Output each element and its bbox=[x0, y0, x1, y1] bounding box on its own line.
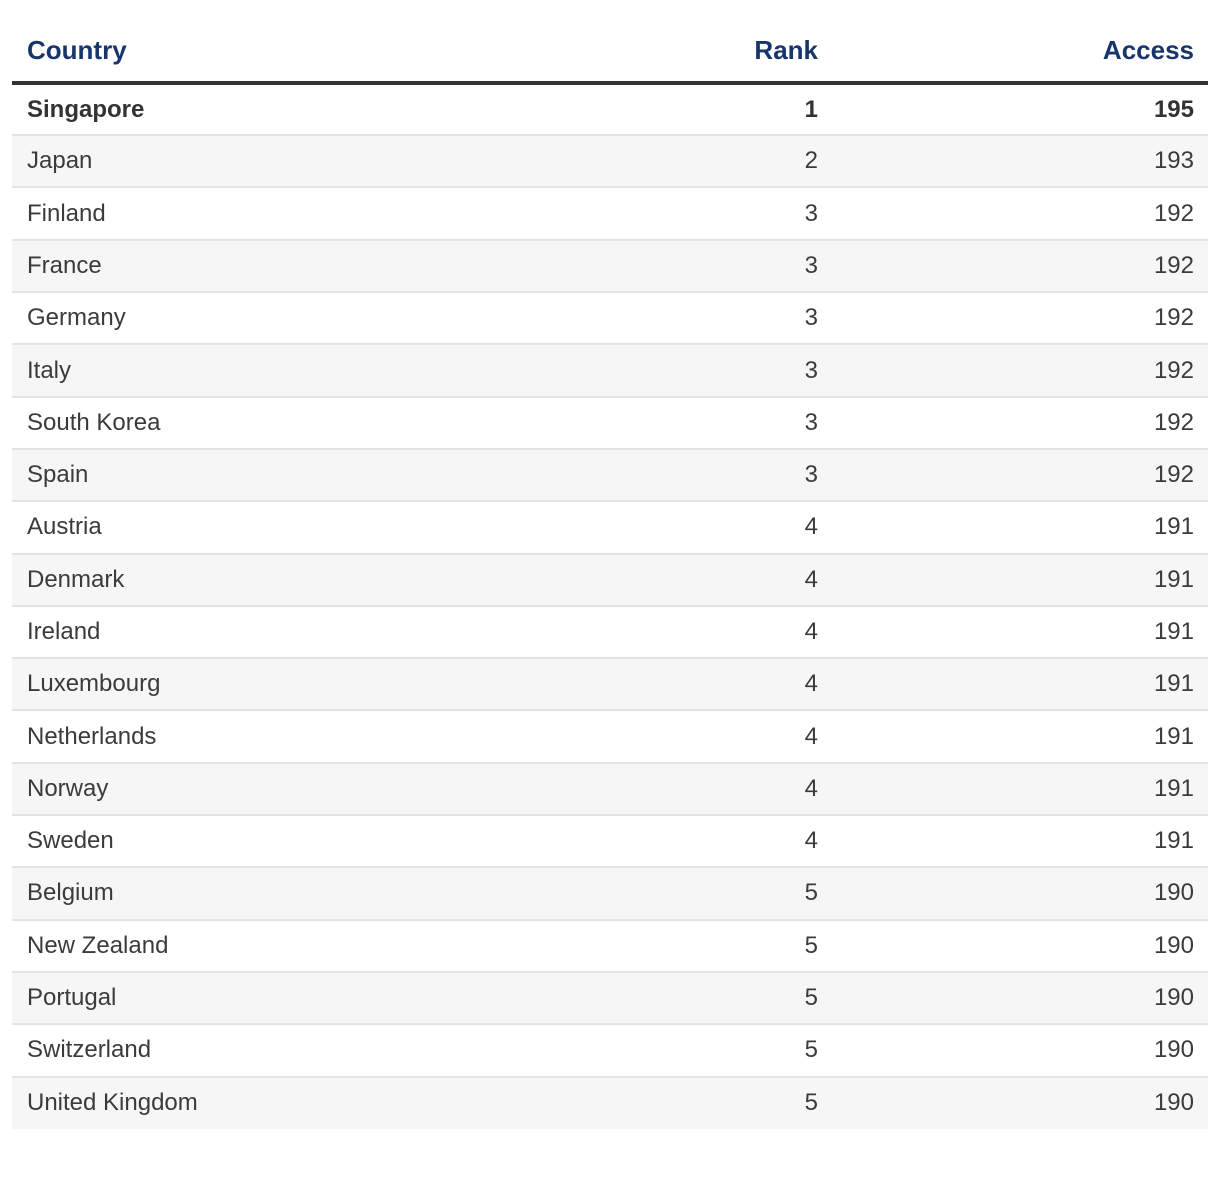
country-cell: Denmark bbox=[12, 552, 652, 606]
rank-cell: 5 bbox=[652, 970, 818, 1025]
table-row: Japan 2 193 bbox=[12, 134, 1208, 188]
table-row: Singapore 1 195 bbox=[12, 83, 1208, 135]
table-row: Spain 3 192 bbox=[12, 447, 1208, 502]
table-row: Belgium 5 190 bbox=[12, 866, 1208, 920]
table-row: Italy 3 192 bbox=[12, 343, 1208, 397]
rank-cell: 4 bbox=[652, 604, 818, 659]
column-header-access: Access bbox=[818, 35, 1208, 85]
country-cell: Italy bbox=[12, 343, 652, 397]
country-cell: Portugal bbox=[12, 970, 652, 1025]
access-cell: 192 bbox=[818, 343, 1208, 397]
table-row: Finland 3 192 bbox=[12, 186, 1208, 240]
access-cell: 191 bbox=[818, 552, 1208, 606]
table-row: Switzerland 5 190 bbox=[12, 1023, 1208, 1077]
rank-cell: 4 bbox=[652, 709, 818, 763]
rank-cell: 3 bbox=[652, 238, 818, 293]
country-cell: South Korea bbox=[12, 395, 652, 449]
country-cell: Spain bbox=[12, 447, 652, 502]
rank-cell: 4 bbox=[652, 552, 818, 606]
access-cell: 191 bbox=[818, 604, 1208, 659]
table-row: South Korea 3 192 bbox=[12, 395, 1208, 449]
table-row: Luxembourg 4 191 bbox=[12, 657, 1208, 711]
rank-cell: 4 bbox=[652, 814, 818, 868]
column-header-country: Country bbox=[12, 35, 652, 85]
table-row: Portugal 5 190 bbox=[12, 970, 1208, 1025]
rank-cell: 2 bbox=[652, 134, 818, 188]
table-row: Ireland 4 191 bbox=[12, 604, 1208, 659]
access-cell: 190 bbox=[818, 1075, 1208, 1129]
rank-cell: 3 bbox=[652, 343, 818, 397]
rank-cell: 5 bbox=[652, 866, 818, 920]
access-cell: 191 bbox=[818, 814, 1208, 868]
country-cell: Belgium bbox=[12, 866, 652, 920]
table-row: Netherlands 4 191 bbox=[12, 709, 1208, 763]
country-cell: United Kingdom bbox=[12, 1075, 652, 1129]
country-cell: France bbox=[12, 238, 652, 293]
rank-cell: 3 bbox=[652, 186, 818, 240]
table-row: Norway 4 191 bbox=[12, 761, 1208, 816]
table-row: Denmark 4 191 bbox=[12, 552, 1208, 606]
rank-cell: 1 bbox=[804, 95, 818, 123]
table-row: New Zealand 5 190 bbox=[12, 918, 1208, 972]
rank-cell: 5 bbox=[652, 1075, 818, 1129]
passport-rank-table: Country Rank Access Singapore 1 195 Japa… bbox=[12, 35, 1208, 1129]
table-row: Austria 4 191 bbox=[12, 500, 1208, 554]
table-body: Singapore 1 195 Japan 2 193 Finland 3 19… bbox=[12, 83, 1208, 1129]
rank-cell: 5 bbox=[652, 1023, 818, 1077]
rank-cell: 3 bbox=[652, 447, 818, 502]
rank-cell: 4 bbox=[652, 657, 818, 711]
table-header-row: Country Rank Access bbox=[12, 35, 1208, 85]
country-cell: Finland bbox=[12, 186, 652, 240]
access-cell: 193 bbox=[818, 134, 1208, 188]
column-header-rank: Rank bbox=[652, 35, 818, 85]
access-cell: 190 bbox=[818, 918, 1208, 972]
country-cell: Switzerland bbox=[12, 1023, 652, 1077]
country-cell: Ireland bbox=[12, 604, 652, 659]
rank-cell: 3 bbox=[652, 291, 818, 345]
table-row: Sweden 4 191 bbox=[12, 814, 1208, 868]
table-row: United Kingdom 5 190 bbox=[12, 1075, 1208, 1129]
country-cell: Norway bbox=[12, 761, 652, 816]
access-cell: 191 bbox=[818, 657, 1208, 711]
access-cell: 190 bbox=[818, 866, 1208, 920]
access-cell: 192 bbox=[818, 447, 1208, 502]
access-cell: 190 bbox=[818, 1023, 1208, 1077]
access-cell: 190 bbox=[818, 970, 1208, 1025]
access-cell: 191 bbox=[818, 761, 1208, 816]
country-cell: Singapore bbox=[27, 95, 145, 123]
country-cell: Japan bbox=[12, 134, 652, 188]
rank-cell: 5 bbox=[652, 918, 818, 972]
table-row: France 3 192 bbox=[12, 238, 1208, 293]
country-cell: Sweden bbox=[12, 814, 652, 868]
country-cell: Netherlands bbox=[12, 709, 652, 763]
country-cell: New Zealand bbox=[12, 918, 652, 972]
access-cell: 192 bbox=[818, 395, 1208, 449]
country-cell: Germany bbox=[12, 291, 652, 345]
access-cell: 192 bbox=[818, 186, 1208, 240]
access-cell: 191 bbox=[818, 709, 1208, 763]
passport-rank-table-container: Country Rank Access Singapore 1 195 Japa… bbox=[12, 0, 1208, 1129]
access-cell: 192 bbox=[818, 291, 1208, 345]
rank-cell: 4 bbox=[652, 761, 818, 816]
rank-cell: 3 bbox=[652, 395, 818, 449]
rank-cell: 4 bbox=[652, 500, 818, 554]
table-row: Germany 3 192 bbox=[12, 291, 1208, 345]
country-cell: Austria bbox=[12, 500, 652, 554]
access-cell: 195 bbox=[1153, 95, 1194, 123]
access-cell: 192 bbox=[818, 238, 1208, 293]
country-cell: Luxembourg bbox=[12, 657, 652, 711]
table-header: Country Rank Access bbox=[12, 35, 1208, 85]
access-cell: 191 bbox=[818, 500, 1208, 554]
